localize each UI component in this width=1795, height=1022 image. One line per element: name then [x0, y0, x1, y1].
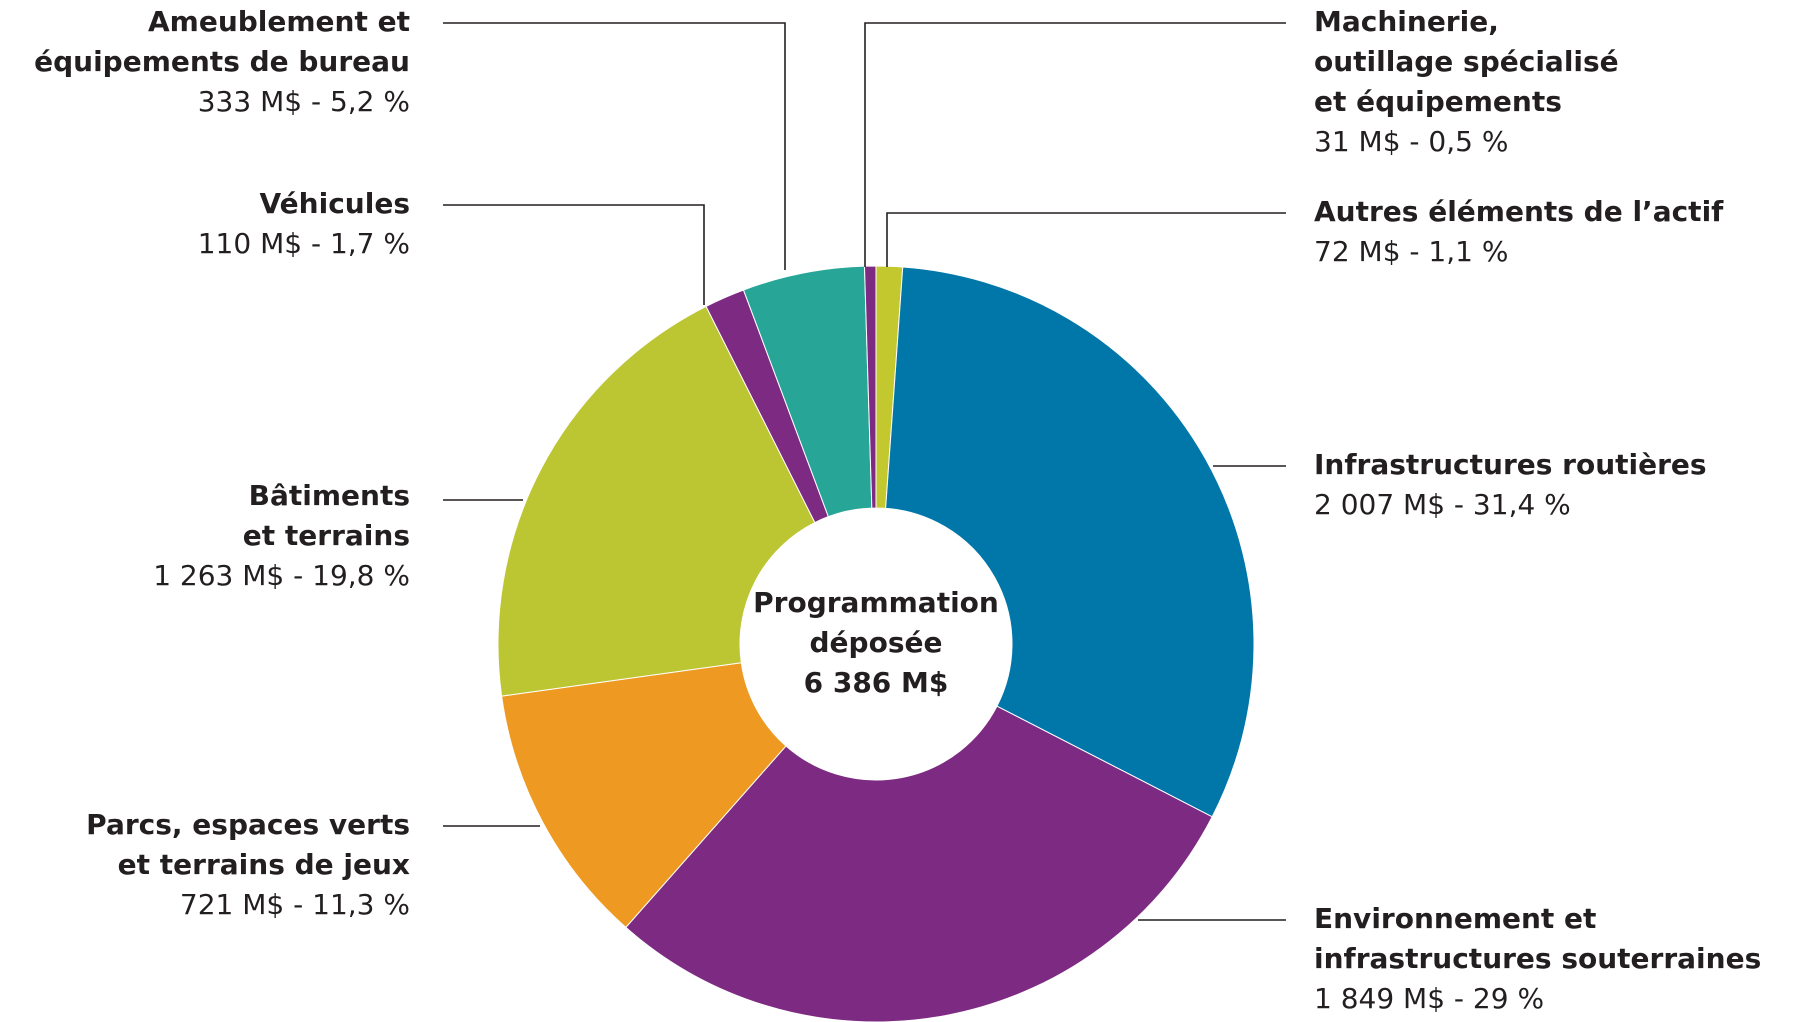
category-label: et équipements	[1314, 85, 1562, 118]
value-label: 721 M$ - 11,3 %	[180, 888, 410, 921]
category-label: Machinerie,	[1314, 5, 1499, 38]
category-label: Bâtiments	[249, 479, 410, 512]
category-label: Autres éléments de l’actif	[1314, 195, 1724, 228]
donut-slice	[501, 662, 787, 929]
category-label: Infrastructures routières	[1314, 448, 1707, 481]
leader-line	[864, 22, 1286, 267]
center-label: 6 386 M$	[804, 666, 949, 699]
category-label: Ameublement et	[148, 5, 410, 38]
value-label: 31 M$ - 0,5 %	[1314, 125, 1508, 158]
donut-slice	[885, 266, 1255, 818]
category-label: et terrains	[243, 519, 410, 552]
value-label: 110 M$ - 1,7 %	[198, 227, 410, 260]
category-label: et terrains de jeux	[118, 848, 410, 881]
category-label: infrastructures souterraines	[1314, 942, 1761, 975]
value-label: 2 007 M$ - 31,4 %	[1314, 488, 1571, 521]
category-label: Environnement et	[1314, 902, 1596, 935]
category-label: Véhicules	[260, 187, 410, 220]
category-label: équipements de bureau	[34, 45, 410, 78]
donut-slice	[497, 305, 816, 697]
center-label: déposée	[810, 626, 943, 659]
leader-line	[886, 212, 1286, 267]
value-label: 333 M$ - 5,2 %	[198, 85, 410, 118]
center-label: Programmation	[753, 586, 999, 619]
donut-slice	[863, 265, 877, 509]
category-label: Parcs, espaces verts	[86, 808, 410, 841]
value-label: 1 849 M$ - 29 %	[1314, 982, 1544, 1015]
leader-line	[443, 204, 705, 305]
leader-line	[443, 22, 786, 270]
value-label: 72 M$ - 1,1 %	[1314, 235, 1508, 268]
category-label: outillage spécialisé	[1314, 45, 1619, 78]
value-label: 1 263 M$ - 19,8 %	[153, 559, 410, 592]
donut-slice	[625, 705, 1213, 1022]
